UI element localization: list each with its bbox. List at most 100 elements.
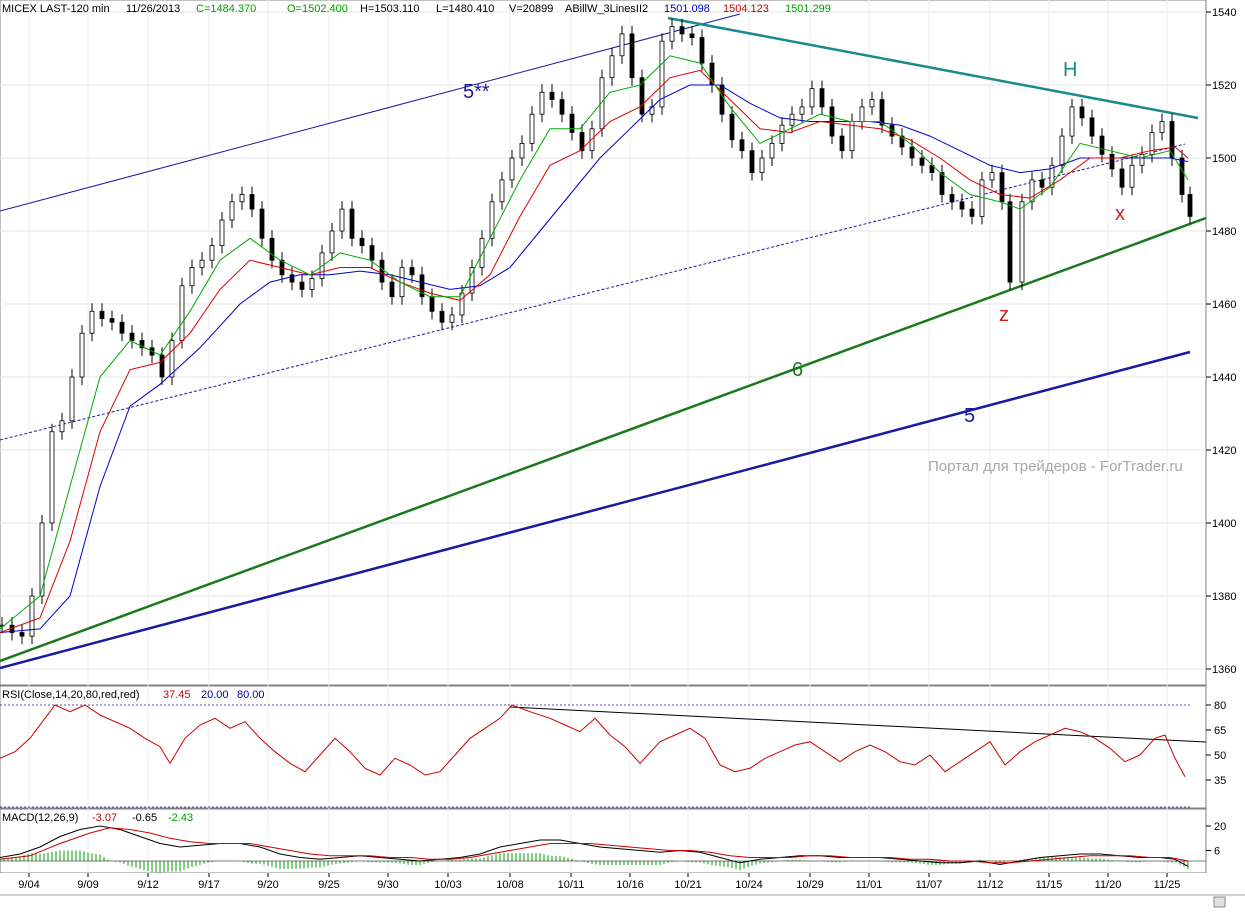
header-high: H=1503.110 xyxy=(360,3,419,15)
candle-body xyxy=(759,157,765,174)
candle-body xyxy=(1059,135,1065,166)
rsi-tick-label: 65 xyxy=(1214,725,1226,737)
price-tick-label: 1360 xyxy=(1212,664,1236,676)
macd-value-3: -2.43 xyxy=(168,812,193,824)
candle-body xyxy=(919,157,925,166)
candle-body xyxy=(439,310,445,323)
candle-body xyxy=(19,632,25,637)
candle-body xyxy=(119,321,125,334)
candle-body xyxy=(739,139,745,152)
candle-body xyxy=(869,99,875,108)
rsi-upper: 80.00 xyxy=(237,689,265,701)
candle-body xyxy=(1069,106,1075,137)
price-tick-label: 1400 xyxy=(1212,518,1236,530)
scroll-right-button[interactable] xyxy=(1213,896,1226,908)
candle-body xyxy=(519,142,525,159)
candle-body xyxy=(1139,153,1145,166)
candle-body xyxy=(1187,194,1193,217)
candle-body xyxy=(329,230,335,254)
annotation-5-star: 5** xyxy=(463,81,490,103)
candle-body xyxy=(389,281,395,298)
candle-body xyxy=(799,106,805,115)
macd-tick-label: 20 xyxy=(1214,821,1226,833)
header-ind-1: 1501.098 xyxy=(664,3,710,15)
candle-body xyxy=(219,219,225,247)
candle-body xyxy=(1039,179,1045,188)
header-date: 11/26/2013 xyxy=(126,3,180,15)
rsi-label: RSI(Close,14,20,80,red,red) xyxy=(2,689,140,701)
date-axis: 9/04 9/09 9/12 9/17 9/20 9/25 9/30 10/03 10/08 10… xyxy=(18,873,1180,891)
wave-6-line xyxy=(0,216,1207,663)
date-tick-label: 10/29 xyxy=(796,879,824,891)
candle-body xyxy=(299,281,305,290)
ma-mid-series xyxy=(0,69,1189,633)
candle-body xyxy=(159,354,165,378)
candle-body xyxy=(1109,153,1115,170)
date-tick-label: 11/12 xyxy=(977,879,1004,891)
channel-mid-line xyxy=(0,143,1186,441)
candle-body xyxy=(419,274,425,298)
candle-body xyxy=(609,55,615,79)
price-tick-label: 1500 xyxy=(1212,153,1236,165)
candle-body xyxy=(939,172,945,195)
candle-body xyxy=(779,124,785,144)
candle-body xyxy=(49,431,55,524)
macd-label: MACD(12,26,9) xyxy=(2,812,78,824)
candle-body xyxy=(699,37,705,64)
candle-body xyxy=(209,245,215,261)
date-tick-label: 10/16 xyxy=(616,879,644,891)
annotation-x: x xyxy=(1115,203,1125,225)
candle-body xyxy=(359,237,365,247)
candle-body xyxy=(469,267,475,294)
date-tick-label: 10/08 xyxy=(496,879,524,891)
price-tick-label: 1420 xyxy=(1212,445,1236,457)
candle-body xyxy=(969,208,975,217)
candle-body xyxy=(549,91,555,101)
date-tick-label: 10/03 xyxy=(434,879,462,891)
macd-histogram xyxy=(0,850,1206,873)
candle-body xyxy=(59,420,65,433)
macd-series xyxy=(0,825,1189,867)
candle-body xyxy=(39,522,45,597)
resistance-line xyxy=(667,16,1199,120)
date-tick-label: 11/01 xyxy=(856,879,883,891)
price-tick-label: 1380 xyxy=(1212,591,1236,603)
instrument-label: MICEX LAST-120 min xyxy=(2,3,110,15)
candle-body xyxy=(379,259,385,283)
rsi-series xyxy=(0,704,1186,777)
candle-body xyxy=(749,150,755,173)
rsi-tick-label: 35 xyxy=(1214,775,1226,787)
date-tick-label: 9/17 xyxy=(198,879,219,891)
candle-body xyxy=(429,296,435,312)
date-tick-label: 10/21 xyxy=(674,879,702,891)
rsi-panel xyxy=(0,685,1207,809)
candle-body xyxy=(269,237,275,261)
candle-body xyxy=(769,142,775,159)
candle-body xyxy=(589,128,595,152)
header-ind-3: 1501.299 xyxy=(785,3,831,15)
macd-value-2: -0.65 xyxy=(132,812,157,824)
candle-body xyxy=(619,33,625,57)
rsi-tick-label: 50 xyxy=(1214,750,1226,762)
grid xyxy=(0,0,1206,873)
candle-body xyxy=(289,274,295,283)
header-low: L=1480.410 xyxy=(436,3,494,15)
candle-body xyxy=(1049,164,1055,188)
candle-body xyxy=(239,194,245,203)
header-close: C=1484.370 xyxy=(196,3,256,15)
annotation-6: 6 xyxy=(792,359,803,381)
date-tick-label: 9/30 xyxy=(377,879,398,891)
price-tick-label: 1480 xyxy=(1212,226,1236,238)
chart-header: MICEX LAST-120 min 11/26/2013 C=1484.370… xyxy=(2,3,831,15)
candle-body xyxy=(1159,121,1165,133)
macd-value-1: -3.07 xyxy=(92,812,117,824)
candle-body xyxy=(659,40,665,108)
candle-body xyxy=(859,106,865,122)
candle-body xyxy=(129,332,135,341)
date-tick-label: 9/25 xyxy=(318,879,339,891)
candle-body xyxy=(139,340,145,349)
candle-body xyxy=(449,314,455,323)
wave-5-line xyxy=(0,350,1191,670)
